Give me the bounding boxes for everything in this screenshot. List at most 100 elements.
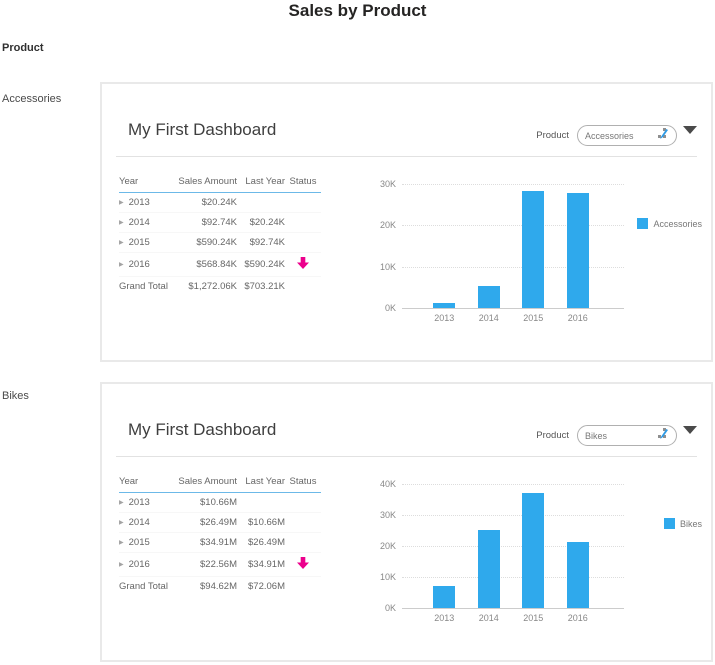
table-row: ▶ 2013 $10.66M [119, 492, 321, 513]
bar-2015[interactable] [522, 191, 545, 308]
bar-2014[interactable] [477, 530, 500, 608]
y-tick-label: 10K [379, 261, 396, 272]
status-down-arrow-icon [297, 257, 309, 269]
slicer-value: Bikes [585, 430, 608, 441]
expand-icon[interactable]: ▶ [119, 520, 124, 526]
chevron-down-icon[interactable] [683, 425, 697, 434]
gridline [402, 266, 624, 268]
product-slicer: Product Accessories [536, 125, 697, 146]
x-tick-label: 2015 [523, 613, 544, 623]
column-header-status[interactable]: Status [285, 476, 321, 493]
page-title: Sales by Product [288, 1, 427, 20]
bar-2016[interactable] [566, 542, 589, 608]
status-cell [285, 492, 321, 513]
product-slicer-input[interactable]: Accessories [577, 125, 677, 146]
y-tick-label: 40K [379, 479, 396, 489]
year-label: 2013 [128, 197, 150, 208]
expand-icon[interactable]: ▶ [119, 500, 124, 506]
x-axis: 2013 2014 2015 2016 [422, 613, 600, 623]
year-label: 2014 [128, 217, 150, 228]
group-label-bikes: Bikes [2, 390, 29, 402]
clear-selections-icon[interactable] [655, 427, 669, 445]
sales-amount-cell: $26.49M [171, 512, 237, 533]
y-axis: 0K 10K 20K 30K 40K [372, 479, 400, 613]
legend-label: Accessories [653, 218, 702, 229]
gridline [402, 225, 624, 227]
plot-area [402, 184, 624, 309]
y-tick-label: 0K [384, 603, 396, 613]
x-tick-label: 2015 [523, 313, 544, 323]
filter-field-label: Product [2, 42, 44, 54]
table-row: ▶ 2015 $590.24K $92.74K [119, 232, 321, 253]
table-row: ▶ 2015 $34.91M $26.49M [119, 532, 321, 553]
bar-2013[interactable] [433, 303, 456, 308]
expand-icon[interactable]: ▶ [119, 540, 124, 546]
gridline [402, 515, 624, 516]
column-header-sales-amount[interactable]: Sales Amount [171, 176, 237, 193]
y-tick-label: 10K [379, 572, 396, 582]
last-year-cell: $590.24K [237, 252, 285, 277]
header-divider [116, 156, 697, 157]
x-tick-label: 2014 [478, 613, 499, 623]
chevron-down-icon[interactable] [683, 125, 697, 134]
y-tick-label: 0K [384, 303, 396, 313]
sales-amount-cell: $22.56M [171, 552, 237, 577]
year-label: 2015 [128, 537, 150, 548]
column-header-last-year[interactable]: Last Year [237, 476, 285, 493]
y-tick-label: 20K [379, 541, 396, 551]
column-header-sales-amount[interactable]: Sales Amount [171, 476, 237, 493]
table-header-row: Year Sales Amount Last Year Status [119, 176, 321, 193]
product-slicer-input[interactable]: Bikes [577, 425, 677, 446]
slicer-value: Accessories [585, 130, 634, 141]
y-tick-label: 30K [379, 510, 396, 520]
bar-2013[interactable] [433, 586, 456, 608]
table-row: ▶ 2014 $26.49M $10.66M [119, 512, 321, 533]
grand-total-cell: $94.62M [171, 576, 237, 596]
x-tick-label: 2013 [434, 313, 455, 323]
slicer-label: Product [536, 430, 569, 441]
sales-bar-chart: 0K 10K 20K 30K 40K 2013 2014 2015 2016 Bikes [372, 479, 702, 630]
x-tick-label: 2014 [478, 313, 499, 323]
legend-item[interactable]: Bikes [663, 518, 702, 529]
slicer-label: Product [536, 130, 569, 141]
column-header-year[interactable]: Year [119, 476, 171, 493]
grand-total-label: Grand Total [119, 276, 171, 296]
year-label: 2015 [128, 237, 150, 248]
expand-icon[interactable]: ▶ [119, 240, 124, 246]
last-year-cell: $92.74K [237, 232, 285, 253]
column-header-year[interactable]: Year [119, 176, 171, 193]
table-row: ▶ 2016 $22.56M $34.91M [119, 552, 321, 577]
last-year-cell: $20.24K [237, 212, 285, 233]
legend-item[interactable]: Accessories [637, 218, 702, 229]
expand-icon[interactable]: ▶ [119, 262, 124, 268]
table-row: ▶ 2013 $20.24K [119, 192, 321, 213]
grand-total-row: Grand Total $94.62M $72.06M [119, 576, 321, 596]
bar-2014[interactable] [477, 286, 500, 308]
status-cell [285, 552, 321, 577]
column-header-status[interactable]: Status [285, 176, 321, 193]
column-header-last-year[interactable]: Last Year [237, 176, 285, 193]
x-tick-label: 2016 [567, 313, 588, 323]
clear-selections-icon[interactable] [655, 127, 669, 145]
sales-table: Year Sales Amount Last Year Status ▶ 2013 $10… [119, 476, 321, 596]
status-cell [285, 192, 321, 213]
last-year-cell: $10.66M [237, 512, 285, 533]
dashboard-title: My First Dashboard [128, 420, 277, 439]
grand-total-cell [285, 576, 321, 596]
sales-table: Year Sales Amount Last Year Status ▶ 2013 $20… [119, 176, 321, 296]
year-label: 2016 [128, 559, 150, 570]
bar-2015[interactable] [522, 493, 545, 608]
expand-icon[interactable]: ▶ [119, 220, 124, 226]
sales-amount-cell: $568.84K [171, 252, 237, 277]
last-year-cell [237, 192, 285, 213]
table-row: ▶ 2016 $568.84K $590.24K [119, 252, 321, 277]
last-year-cell: $34.91M [237, 552, 285, 577]
y-tick-label: 20K [379, 220, 396, 231]
last-year-cell: $26.49M [237, 532, 285, 553]
bar-2016[interactable] [566, 193, 589, 308]
sales-amount-cell: $92.74K [171, 212, 237, 233]
expand-icon[interactable]: ▶ [119, 200, 124, 206]
expand-icon[interactable]: ▶ [119, 562, 124, 568]
status-cell [285, 252, 321, 277]
dashboard-title: My First Dashboard [128, 120, 277, 139]
